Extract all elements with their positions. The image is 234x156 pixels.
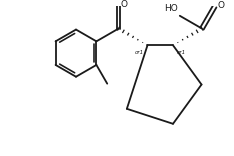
Text: or1: or1 xyxy=(135,50,144,55)
Text: HO: HO xyxy=(165,4,178,13)
Text: or1: or1 xyxy=(177,50,186,55)
Text: O: O xyxy=(121,0,128,9)
Text: O: O xyxy=(217,1,224,10)
